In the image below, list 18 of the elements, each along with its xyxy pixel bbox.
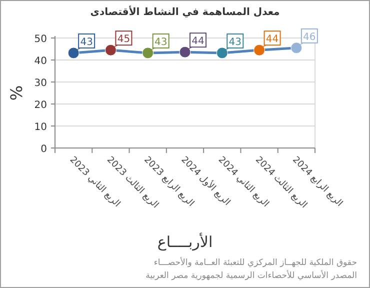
chart-title: معدل المساهمة في النشاط الأقتصادى <box>90 5 280 18</box>
y-tick-label: 10 <box>34 122 47 133</box>
text: حقوق الملكية للجهــاز المركزي للتعبئة العــامة والأحصـــاء <box>154 256 357 268</box>
data-label: 45 <box>117 34 130 46</box>
y-tick-label: 30 <box>34 78 47 89</box>
text: المصدر الأساسي للأحصاءات الرسمية لجمهورية مصر العربية <box>146 269 357 281</box>
x-axis-title: الأربــــاع <box>157 232 213 251</box>
y-tick-label: 0 <box>40 144 47 155</box>
data-label: 43 <box>154 36 168 48</box>
data-label: 44 <box>192 36 204 48</box>
y-axis-title: % <box>7 85 26 101</box>
data-label: 44 <box>266 34 279 46</box>
data-label: 43 <box>80 36 93 48</box>
data-label: 46 <box>303 32 316 43</box>
y-tick-label: 20 <box>34 100 47 111</box>
y-tick-label: 40 <box>34 56 47 67</box>
data-label: 43 <box>228 36 242 48</box>
y-tick-label: 50 <box>34 34 47 45</box>
